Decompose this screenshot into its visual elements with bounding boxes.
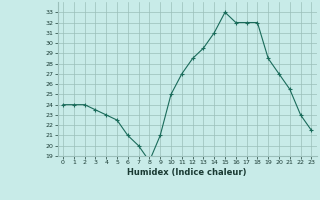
X-axis label: Humidex (Indice chaleur): Humidex (Indice chaleur) — [127, 168, 247, 177]
